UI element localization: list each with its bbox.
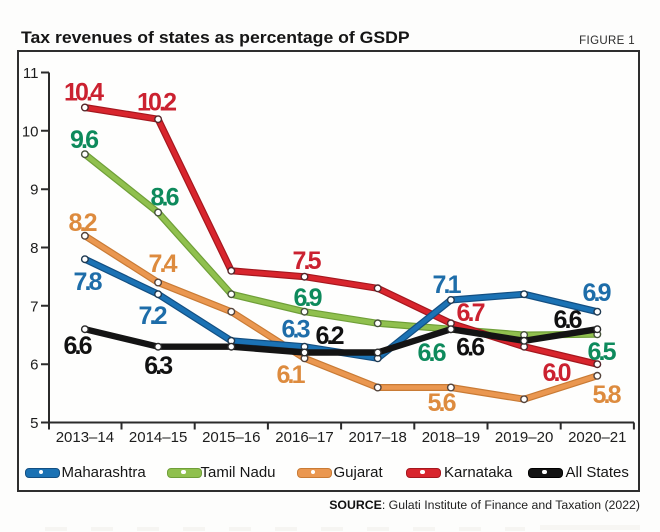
- svg-text:6.9: 6.9: [583, 279, 612, 307]
- svg-text:5.6: 5.6: [428, 389, 457, 417]
- svg-text:6.6: 6.6: [456, 334, 485, 362]
- svg-text:7.4: 7.4: [149, 250, 178, 278]
- svg-text:10.4: 10.4: [64, 78, 104, 106]
- svg-text:6.3: 6.3: [144, 352, 173, 380]
- svg-text:6.1: 6.1: [277, 361, 306, 389]
- svg-text:6.6: 6.6: [554, 306, 583, 334]
- svg-text:6.0: 6.0: [543, 359, 572, 387]
- svg-text:6.6: 6.6: [418, 339, 447, 367]
- svg-text:8: 8: [30, 240, 38, 257]
- svg-text:2015–16: 2015–16: [202, 429, 260, 446]
- svg-text:2018–19: 2018–19: [422, 429, 480, 446]
- svg-text:6.9: 6.9: [294, 284, 323, 312]
- svg-text:10: 10: [22, 123, 39, 140]
- svg-text:6.6: 6.6: [64, 332, 93, 360]
- svg-text:9.6: 9.6: [70, 126, 99, 154]
- svg-text:7.1: 7.1: [433, 271, 462, 299]
- svg-text:6.2: 6.2: [316, 322, 345, 350]
- svg-text:6.3: 6.3: [282, 316, 311, 344]
- svg-text:9: 9: [30, 182, 38, 199]
- svg-text:10.2: 10.2: [137, 88, 177, 116]
- svg-text:6: 6: [30, 357, 38, 374]
- svg-text:6.5: 6.5: [588, 338, 617, 366]
- svg-text:2014–15: 2014–15: [129, 429, 187, 446]
- svg-text:2017–18: 2017–18: [348, 429, 406, 446]
- svg-text:7: 7: [30, 298, 38, 315]
- svg-text:2016–17: 2016–17: [275, 429, 333, 446]
- svg-text:8.2: 8.2: [69, 209, 98, 237]
- svg-text:5: 5: [30, 415, 38, 432]
- svg-text:2020–21: 2020–21: [568, 429, 626, 446]
- svg-text:7.2: 7.2: [139, 302, 168, 330]
- svg-text:8.6: 8.6: [151, 184, 180, 212]
- svg-text:5.8: 5.8: [593, 381, 622, 409]
- svg-text:2013–14: 2013–14: [56, 429, 114, 446]
- svg-text:2019–20: 2019–20: [495, 429, 553, 446]
- svg-text:7.5: 7.5: [293, 247, 322, 275]
- svg-text:11: 11: [23, 65, 39, 82]
- svg-text:6.7: 6.7: [457, 299, 486, 327]
- svg-text:7.8: 7.8: [74, 268, 103, 296]
